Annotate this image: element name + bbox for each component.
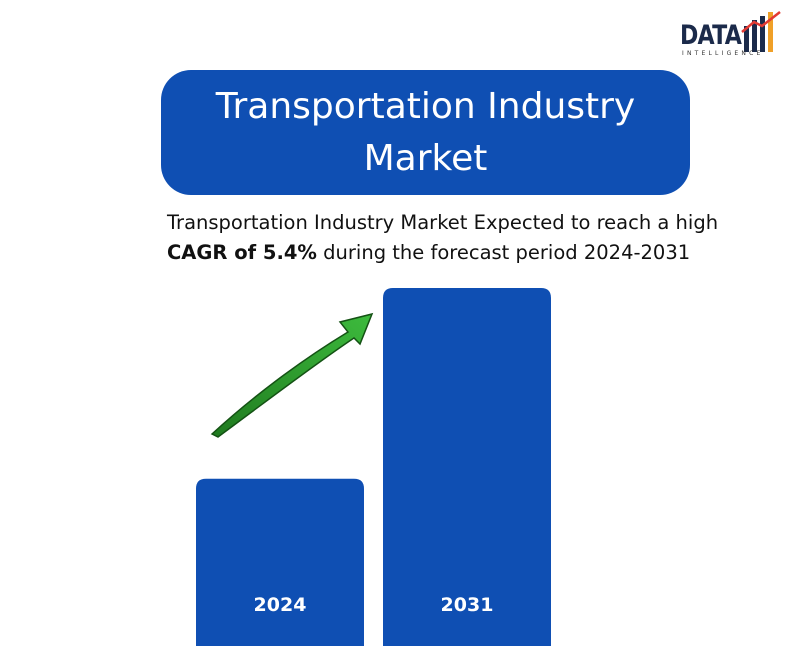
subtitle-cagr: CAGR of 5.4% (167, 241, 317, 264)
logo-subtext: INTELLIGENCE (682, 50, 764, 57)
logo-bars-icon (741, 11, 781, 52)
growth-arrow-icon (210, 312, 374, 438)
title-banner: Transportation Industry Market (161, 70, 690, 195)
subtitle-line1: Transportation Industry Market Expected … (167, 211, 719, 234)
bar-2031 (383, 288, 551, 646)
logo-text: DATA (680, 20, 742, 51)
page-title: Transportation Industry Market (215, 85, 636, 179)
bar-label-2031: 2031 (441, 594, 494, 616)
subtitle: Transportation Industry Market Expected … (167, 208, 797, 268)
bar-label-2024: 2024 (254, 594, 307, 616)
bar-2024 (196, 478, 364, 646)
data-intelligence-logo: DATA INTELLIGENCE (676, 10, 788, 60)
subtitle-rest: during the forecast period 2024-2031 (316, 241, 691, 264)
